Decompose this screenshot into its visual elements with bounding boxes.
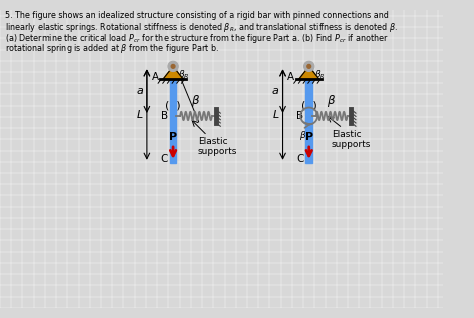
Text: P: P bbox=[169, 132, 177, 142]
Text: (a): (a) bbox=[165, 100, 181, 110]
Text: A: A bbox=[287, 72, 294, 82]
Text: $\beta$: $\beta$ bbox=[191, 93, 201, 109]
Text: (b): (b) bbox=[301, 100, 317, 110]
Text: $\beta$: $\beta$ bbox=[327, 93, 336, 109]
Text: rotational spring is added at $\beta$ from the figure Part b.: rotational spring is added at $\beta$ fr… bbox=[5, 42, 219, 55]
Text: L: L bbox=[273, 110, 279, 120]
Polygon shape bbox=[163, 66, 183, 80]
Circle shape bbox=[307, 65, 310, 68]
Text: (a) Determine the critical load $P_{cr}$ for the structure from the figure Part : (a) Determine the critical load $P_{cr}$… bbox=[5, 32, 388, 45]
Text: B: B bbox=[296, 111, 303, 121]
Text: $\beta_R$: $\beta_R$ bbox=[314, 68, 326, 81]
Text: A: A bbox=[152, 72, 159, 82]
Text: C: C bbox=[296, 154, 303, 164]
Circle shape bbox=[171, 65, 175, 68]
Text: $\beta_R$: $\beta_R$ bbox=[299, 129, 311, 142]
Text: B: B bbox=[161, 111, 168, 121]
Bar bbox=[170, 66, 176, 163]
Text: $\beta_R$: $\beta_R$ bbox=[178, 68, 190, 81]
Circle shape bbox=[303, 61, 314, 72]
Text: Elastic
supports: Elastic supports bbox=[332, 130, 371, 149]
Text: 5. The figure shows an idealized structure consisting of a rigid bar with pinned: 5. The figure shows an idealized structu… bbox=[5, 11, 389, 20]
Text: Elastic
supports: Elastic supports bbox=[198, 136, 237, 156]
Polygon shape bbox=[299, 66, 319, 80]
Circle shape bbox=[168, 61, 178, 72]
Text: a: a bbox=[272, 86, 279, 96]
Text: linearly elastic springs. Rotational stiffness is denoted $\beta_R$, and transla: linearly elastic springs. Rotational sti… bbox=[5, 22, 398, 34]
Text: L: L bbox=[137, 110, 143, 120]
Text: P: P bbox=[305, 132, 313, 142]
Bar bbox=[305, 66, 312, 163]
Text: a: a bbox=[136, 86, 143, 96]
Text: C: C bbox=[161, 154, 168, 164]
